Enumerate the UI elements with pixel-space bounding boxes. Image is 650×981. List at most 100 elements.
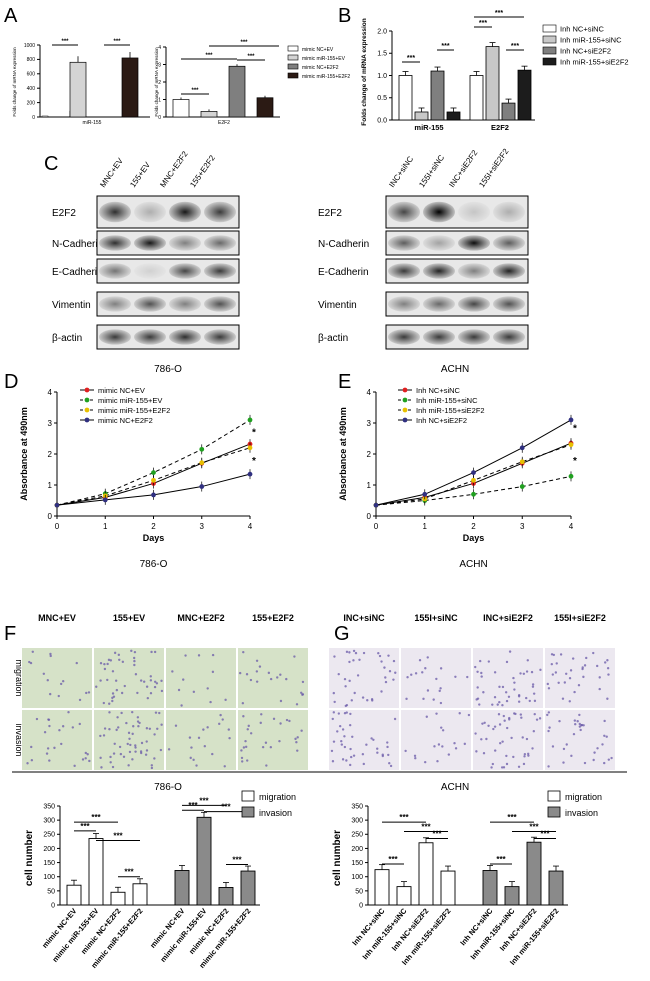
legend-b-swatch — [542, 35, 557, 44]
chart-g-bar — [504, 886, 520, 906]
transwell-cell — [513, 688, 516, 691]
chart-e-point — [519, 445, 525, 451]
chart-f-sig-label: *** — [124, 868, 134, 877]
legend-b-label: Inh NC+siNC — [560, 25, 605, 34]
transwell-left-image — [94, 648, 164, 708]
transwell-cell — [583, 664, 587, 667]
transwell-cell — [558, 719, 561, 723]
transwell-cell — [117, 726, 120, 729]
transwell-cell — [517, 700, 521, 703]
transwell-right-image — [545, 710, 615, 770]
chart-a1-bar — [121, 57, 139, 118]
chart-b-y-label: Folds change of mRNA expression — [361, 18, 368, 125]
transwell-cell — [264, 741, 268, 744]
chart-g-y-label: cell number — [332, 830, 343, 886]
transwell-cell — [344, 704, 348, 708]
chart-g-y-tick-label: 0 — [359, 902, 363, 909]
transwell-cell — [526, 659, 529, 662]
transwell-cell — [522, 762, 526, 766]
transwell-cell — [145, 740, 148, 743]
legend-a-swatch — [287, 72, 299, 79]
transwell-cell — [365, 743, 368, 746]
transwell-cell — [353, 691, 356, 695]
transwell-cell — [75, 661, 78, 665]
chart-d-y-label: Absorbance at 490nm — [19, 407, 29, 501]
transwell-cell — [520, 716, 523, 719]
chart-d-y-tick-label: 3 — [48, 419, 53, 428]
chart-d-point — [247, 445, 253, 451]
transwell-cell — [295, 703, 299, 706]
legend-b-swatch — [542, 46, 557, 55]
transwell-cell — [555, 662, 558, 665]
transwell-cell — [47, 718, 50, 721]
transwell-cell — [149, 679, 153, 682]
transwell-cell — [119, 752, 123, 756]
transwell-cell — [606, 666, 610, 670]
transwell-left-col-label: 155+E2F2 — [252, 613, 294, 623]
chart-d-legend-marker — [84, 407, 90, 413]
transwell-cell — [603, 734, 606, 737]
transwell-cell — [242, 715, 245, 718]
transwell-cell — [510, 736, 513, 740]
wb-right-band — [493, 296, 525, 312]
transwell-cell — [84, 751, 88, 755]
transwell-cell — [331, 760, 335, 763]
transwell-cell — [531, 685, 535, 688]
transwell-cell — [561, 697, 565, 700]
transwell-cell — [352, 659, 355, 662]
transwell-cell — [435, 677, 438, 681]
transwell-cell — [114, 679, 118, 682]
chart-f-legend-label: migration — [259, 792, 296, 802]
transwell-cell — [361, 696, 365, 699]
chart-g-bar — [374, 869, 390, 906]
transwell-cell — [512, 676, 515, 680]
transwell-cell — [348, 763, 352, 767]
transwell-cell — [557, 681, 560, 684]
chart-f-bar — [66, 884, 82, 906]
transwell-cell — [136, 720, 140, 723]
transwell-cell — [345, 759, 348, 762]
transwell-cell — [606, 659, 609, 662]
chart-g-sig-label: *** — [540, 830, 550, 839]
transwell-cell — [337, 712, 341, 715]
transwell-cell — [570, 754, 573, 758]
transwell-cell — [244, 739, 247, 743]
transwell-cell — [423, 760, 427, 764]
wb-left-band — [99, 296, 131, 312]
transwell-right-col-label: INC+siE2F2 — [483, 613, 533, 623]
transwell-cell — [78, 698, 82, 702]
transwell-cell — [301, 680, 305, 684]
wb-left-band — [99, 329, 131, 345]
transwell-cell — [108, 711, 111, 714]
transwell-cell — [474, 665, 477, 669]
transwell-right-image — [329, 710, 399, 770]
transwell-cell — [441, 745, 444, 748]
chart-d-x-label: Days — [143, 533, 165, 543]
transwell-cell — [436, 760, 439, 763]
transwell-cell — [508, 650, 512, 653]
transwell-left-col-label: MNC+E2F2 — [177, 613, 224, 623]
transwell-cell — [596, 747, 599, 750]
transwell-cell — [393, 717, 397, 721]
transwell-cell — [133, 650, 137, 654]
transwell-cell — [476, 686, 479, 689]
transwell-cell — [99, 661, 103, 665]
chart-e-x-tick-label: 2 — [471, 522, 476, 531]
transwell-cell — [576, 720, 579, 723]
chart-e-x-tick-label: 1 — [423, 522, 428, 531]
transwell-cell — [249, 732, 253, 735]
transwell-cell — [155, 682, 159, 685]
transwell-cell — [108, 728, 111, 731]
chart-d-x-tick-label: 4 — [248, 522, 253, 531]
transwell-cell — [190, 746, 193, 749]
chart-g-sig-label: *** — [421, 822, 431, 831]
transwell-cell — [35, 717, 39, 721]
transwell-cell — [88, 759, 91, 763]
chart-a1-y-tick-label: 1000 — [24, 43, 35, 49]
transwell-cell — [131, 710, 134, 714]
transwell-cell — [279, 673, 282, 676]
chart-a2-x-tick-label: E2F2 — [218, 120, 230, 126]
chart-a2-sig-label: *** — [191, 88, 199, 94]
transwell-cell — [211, 653, 215, 657]
chart-e-legend-marker — [402, 417, 408, 423]
